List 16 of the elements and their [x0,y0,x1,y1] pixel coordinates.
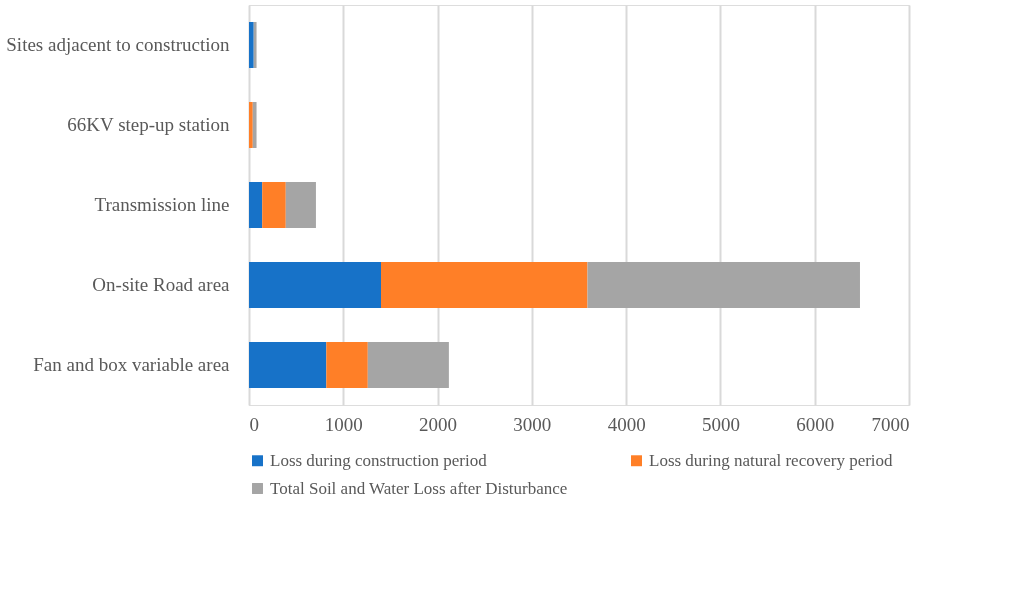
legend-label: Loss during construction period [270,450,488,470]
y-tick-label: Fan and box variable area [33,354,231,375]
y-tick-label: On-site Road area [92,274,231,295]
x-tick-label: 6000 [796,413,835,435]
x-tick-label: 7000 [871,413,910,435]
x-tick-label: 4000 [607,413,646,435]
x-tick-label: 0 [249,413,259,435]
legend-label: Total Soil and Water Loss after Disturbance [270,478,568,498]
y-tick-label: 66KV step-up station [67,114,230,135]
x-tick-label: 3000 [513,413,552,435]
y-tick-label: Sites adjacent to construction [6,34,230,55]
x-tick-label: 5000 [701,413,740,435]
legend-label: Loss during natural recovery period [649,450,894,470]
x-tick-label: 2000 [419,413,458,435]
y-tick-label: Transmission line [94,194,230,215]
x-tick-label: 1000 [324,413,363,435]
